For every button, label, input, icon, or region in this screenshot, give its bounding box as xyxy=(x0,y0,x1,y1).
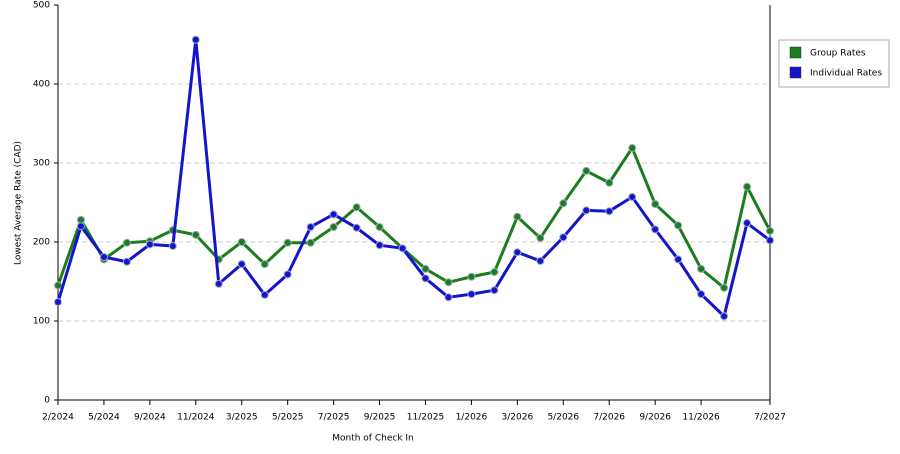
point xyxy=(54,281,62,290)
point xyxy=(674,255,683,264)
point xyxy=(260,290,269,299)
y-tick-label: 100 xyxy=(33,317,50,327)
point xyxy=(306,222,315,231)
x-tick-label: 7/2027 xyxy=(754,413,786,423)
point xyxy=(490,286,499,295)
x-tick-label: 5/2025 xyxy=(272,413,304,423)
y-axis-label: Lowest Average Rate (CAD) xyxy=(14,141,24,265)
point xyxy=(122,238,131,247)
x-tick-label: 2/2024 xyxy=(42,413,74,423)
x-tick-label: 3/2026 xyxy=(502,413,534,423)
point xyxy=(421,274,430,283)
point xyxy=(743,219,752,228)
point xyxy=(559,233,568,242)
x-tick-label: 5/2024 xyxy=(88,413,120,423)
legend-label: Individual Rates xyxy=(810,69,882,79)
point xyxy=(536,234,545,243)
x-tick-label: 9/2025 xyxy=(364,413,396,423)
point xyxy=(766,226,774,235)
point xyxy=(743,182,752,191)
y-tick-label: 500 xyxy=(33,1,50,11)
x-tick-label: 11/2026 xyxy=(682,413,720,423)
point xyxy=(628,143,637,152)
point xyxy=(720,312,729,321)
point xyxy=(628,192,637,201)
point xyxy=(191,230,200,239)
point xyxy=(54,298,62,307)
x-tick-label: 5/2026 xyxy=(547,413,579,423)
point xyxy=(122,257,131,266)
point xyxy=(720,283,729,292)
point xyxy=(191,35,200,44)
point xyxy=(536,256,545,265)
point xyxy=(467,272,476,281)
series-line xyxy=(56,146,772,290)
point xyxy=(421,264,430,273)
point xyxy=(329,222,338,231)
x-tick-label: 7/2025 xyxy=(318,413,350,423)
point xyxy=(697,290,706,299)
point xyxy=(352,203,361,212)
point xyxy=(375,222,384,231)
y-tick-label: 0 xyxy=(44,396,50,406)
point xyxy=(260,260,269,269)
y-tick-label: 300 xyxy=(33,159,50,169)
point xyxy=(513,212,522,221)
point xyxy=(375,241,384,250)
point xyxy=(76,222,85,231)
point xyxy=(145,240,154,249)
point xyxy=(490,268,499,277)
point xyxy=(605,207,614,216)
legend-swatch xyxy=(789,46,802,59)
point xyxy=(99,253,108,262)
point xyxy=(352,223,361,232)
point xyxy=(237,260,246,269)
point xyxy=(766,236,774,245)
x-tick-label: 11/2025 xyxy=(407,413,444,423)
point xyxy=(651,200,660,209)
x-axis-label: Month of Check In xyxy=(332,434,414,444)
x-tick-label: 9/2024 xyxy=(134,413,166,423)
point xyxy=(605,178,614,187)
x-tick-label: 11/2024 xyxy=(177,413,215,423)
point xyxy=(444,293,453,302)
x-tick-label: 9/2026 xyxy=(639,413,671,423)
point xyxy=(651,225,660,234)
legend-label: Group Rates xyxy=(810,49,866,59)
x-tick-label: 7/2026 xyxy=(593,413,625,423)
point xyxy=(398,244,407,253)
point xyxy=(283,270,292,279)
point xyxy=(697,264,706,273)
x-tick-label: 1/2026 xyxy=(456,413,488,423)
point xyxy=(559,199,568,208)
y-tick-label: 400 xyxy=(33,80,50,90)
point xyxy=(582,166,591,175)
legend-swatch xyxy=(789,66,802,79)
series-line xyxy=(56,38,771,318)
point xyxy=(214,279,223,288)
point xyxy=(283,238,292,247)
point xyxy=(306,238,315,247)
point xyxy=(582,206,591,215)
point xyxy=(329,210,338,219)
point xyxy=(513,248,522,257)
point xyxy=(168,241,177,250)
point xyxy=(674,221,683,230)
x-tick-label: 3/2025 xyxy=(226,413,258,423)
point xyxy=(467,290,476,299)
point xyxy=(237,238,246,246)
point xyxy=(444,278,453,287)
y-tick-label: 200 xyxy=(33,238,50,248)
